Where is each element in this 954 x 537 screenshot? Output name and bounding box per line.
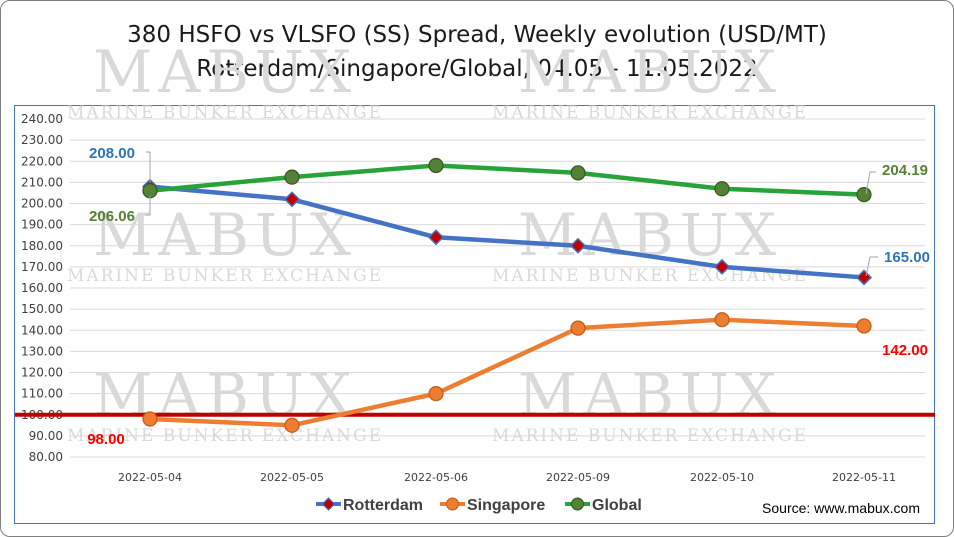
y-tick-label: 170.00 — [21, 260, 63, 274]
x-tick-label: 2022-05-10 — [690, 471, 754, 484]
y-tick-label: 220.00 — [21, 154, 63, 168]
legend-marker — [571, 497, 584, 511]
legend-label: Rotterdam — [343, 497, 423, 514]
data-label-global: 204.19 — [882, 162, 928, 179]
y-tick-label: 190.00 — [21, 218, 63, 232]
x-tick-label: 2022-05-05 — [260, 471, 324, 484]
watermark-brand: MABUX — [93, 38, 357, 106]
point-singapore — [714, 312, 730, 328]
legend-marker — [321, 497, 336, 511]
watermark-tagline: MARINE BUNKER EXCHANGE — [492, 266, 808, 286]
point-rotterdam — [855, 269, 873, 286]
chart-title-line1: 380 HSFO vs VLSFO (SS) Spread, Weekly ev… — [127, 22, 827, 48]
point-rotterdam — [427, 229, 445, 246]
legend: Rotterdam Singapore Global — [316, 497, 642, 514]
legend-marker — [446, 497, 459, 511]
point-global — [856, 187, 872, 203]
x-tick-label: 2022-05-06 — [404, 471, 468, 484]
point-global — [570, 165, 586, 181]
watermark-tagline: MARINE BUNKER EXCHANGE — [492, 103, 808, 123]
leader-line — [865, 256, 878, 277]
point-singapore — [284, 417, 300, 433]
data-label-singapore: 98.00 — [87, 431, 125, 448]
x-tick-label: 2022-05-11 — [832, 471, 896, 484]
leader-line — [145, 196, 151, 216]
watermark-brand: MABUX — [518, 38, 782, 106]
y-tick-label: 140.00 — [21, 323, 63, 337]
y-tick-label: 200.00 — [21, 197, 63, 211]
leader-line — [146, 151, 151, 183]
watermark-tagline: MARINE BUNKER EXCHANGE — [67, 266, 383, 286]
legend-label: Singapore — [467, 497, 545, 514]
point-global — [714, 181, 730, 197]
y-tick-label: 130.00 — [21, 344, 63, 358]
x-tick-label: 2022-05-09 — [546, 471, 610, 484]
chart-title-line2: Rotterdam/Singapore/Global, 04.05 - 11.0… — [196, 56, 758, 82]
y-tick-label: 110.00 — [21, 387, 63, 401]
series-layer — [141, 157, 873, 433]
data-label-rotterdam: 208.00 — [89, 145, 135, 162]
y-tick-label: 150.00 — [21, 302, 63, 316]
y-tick-label: 90.00 — [29, 429, 63, 443]
x-axis-ticks: 2022-05-04 2022-05-05 2022-05-06 2022-05-09… — [118, 471, 896, 484]
series-global — [142, 157, 872, 203]
y-tick-label: 80.00 — [29, 450, 63, 464]
point-rotterdam — [283, 191, 301, 208]
point-rotterdam — [713, 258, 731, 275]
series-singapore — [142, 312, 872, 433]
data-label-global: 206.06 — [89, 208, 135, 225]
y-tick-label: 230.00 — [21, 133, 63, 147]
point-singapore — [428, 386, 444, 402]
point-singapore — [142, 411, 158, 427]
source-note: Source: www.mabux.com — [762, 500, 920, 516]
grid-lines — [70, 118, 925, 458]
series-rotterdam — [141, 178, 873, 286]
legend-item-singapore: Singapore — [440, 497, 545, 514]
point-global — [428, 157, 444, 174]
series-line-global — [149, 163, 865, 197]
watermark-tagline: MARINE BUNKER EXCHANGE — [67, 103, 383, 123]
point-singapore — [570, 320, 586, 336]
watermark-brand: MABUX — [518, 201, 782, 269]
legend-item-global: Global — [565, 497, 642, 514]
data-label-rotterdam: 165.00 — [884, 249, 930, 266]
series-line-singapore — [149, 317, 865, 428]
watermark-brand: MABUX — [518, 361, 782, 429]
data-labels: 208.00 165.00 98.00 142.00 206.06 204.19 — [87, 145, 930, 448]
y-tick-label: 120.00 — [21, 366, 63, 380]
watermark-brand: MABUX — [93, 201, 357, 269]
point-global — [142, 183, 158, 199]
leader-line — [865, 171, 876, 195]
x-tick-label: 2022-05-04 — [118, 471, 182, 484]
y-tick-label: 180.00 — [21, 239, 63, 253]
y-tick-label: 160.00 — [21, 281, 63, 295]
point-global — [284, 169, 300, 185]
point-singapore — [856, 318, 872, 334]
legend-item-rotterdam: Rotterdam — [316, 497, 423, 514]
point-rotterdam — [569, 237, 587, 254]
y-axis-ticks: 80.0090.00100.00110.00120.00130.00140.00… — [21, 112, 63, 464]
y-tick-label: 210.00 — [21, 175, 63, 189]
plot-area-border — [14, 105, 935, 524]
legend-label: Global — [592, 497, 642, 514]
data-label-singapore: 142.00 — [882, 342, 928, 359]
y-tick-label: 240.00 — [21, 112, 63, 126]
series-line-rotterdam — [149, 184, 865, 280]
